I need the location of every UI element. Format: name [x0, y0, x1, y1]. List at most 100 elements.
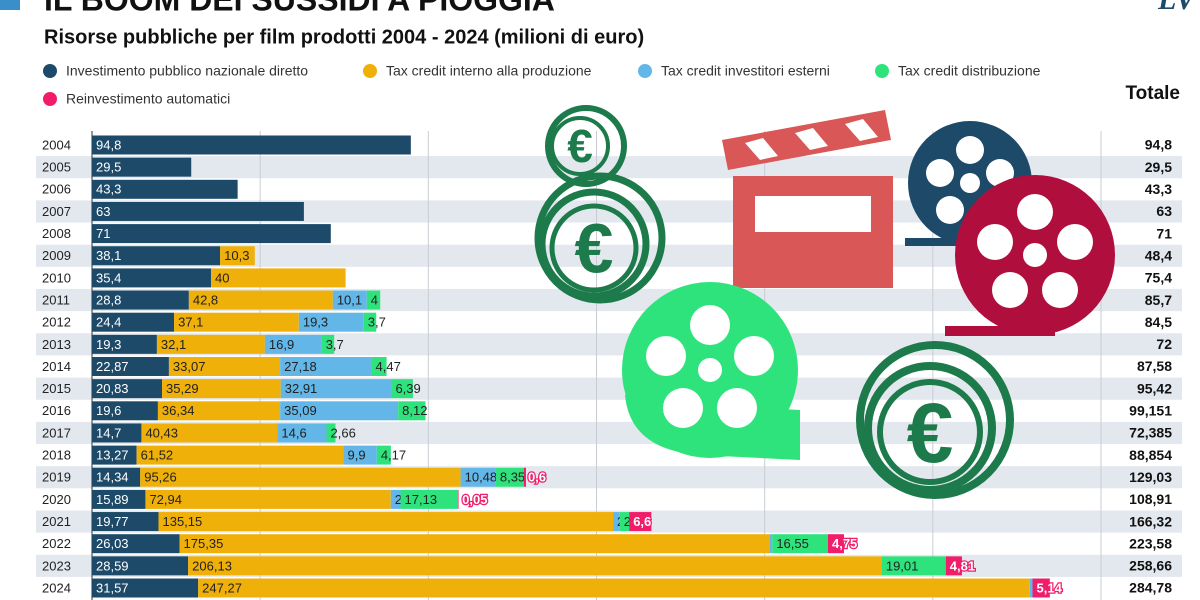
y-tick-label: 2023 — [42, 558, 71, 573]
bar-segment — [376, 445, 391, 465]
value-label: 42,8 — [193, 292, 218, 307]
bar-segment — [156, 334, 265, 354]
bar-segment — [400, 489, 459, 509]
value-label: 40,43 — [145, 425, 178, 440]
value-label: 24,4 — [96, 315, 121, 330]
legend-label: Tax credit investitori esterni — [661, 63, 830, 79]
value-label: 10,48 — [465, 470, 498, 485]
y-tick-label: 2017 — [42, 425, 71, 440]
value-label: 4,81 — [950, 558, 975, 573]
value-label: 15,89 — [96, 492, 129, 507]
value-label: 6,39 — [395, 381, 420, 396]
y-tick-label: 2024 — [42, 580, 71, 595]
total-label: 75,4 — [1145, 270, 1172, 286]
total-label: 63 — [1156, 203, 1172, 219]
euro-icon: € — [567, 120, 593, 172]
bar-segment — [92, 201, 304, 221]
total-label: 71 — [1156, 225, 1172, 241]
bar-segment — [140, 467, 461, 487]
y-tick-label: 2015 — [42, 381, 71, 396]
value-label: 175,35 — [184, 536, 224, 551]
bar-segment — [523, 467, 526, 487]
bar-segment — [619, 512, 630, 532]
value-label: 28,8 — [96, 292, 121, 307]
value-label: 40 — [215, 270, 229, 285]
total-label: 223,58 — [1129, 535, 1172, 551]
coin-small — [545, 105, 627, 187]
total-label: 87,58 — [1137, 358, 1172, 374]
value-label: 3,7 — [326, 337, 344, 352]
value-label: 32,91 — [285, 381, 318, 396]
value-label: 72,94 — [149, 492, 182, 507]
bar-segment — [92, 489, 146, 509]
value-label: 0,6 — [528, 470, 546, 485]
value-label: 8,12 — [402, 403, 427, 418]
bar-segment — [881, 556, 882, 576]
value-label: 19,3 — [303, 315, 328, 330]
coin-large — [856, 341, 1014, 499]
value-label: 43,3 — [96, 182, 121, 197]
bar-segment — [92, 268, 212, 288]
value-label: 37,1 — [178, 315, 203, 330]
bar-segment — [92, 246, 221, 266]
row-stripe — [36, 156, 1182, 179]
value-label: 19,3 — [96, 337, 121, 352]
value-label: 14,6 — [281, 425, 306, 440]
value-label: 9,9 — [348, 448, 366, 463]
bar-segment — [827, 534, 844, 554]
value-label: 19,6 — [96, 403, 121, 418]
bar-segment — [371, 357, 387, 376]
value-label: 13,27 — [96, 448, 129, 463]
bar-segment — [92, 467, 141, 487]
bar-segment — [211, 268, 346, 288]
bar-segment — [92, 379, 163, 399]
bar-segment — [280, 357, 372, 376]
bar-segment — [363, 312, 377, 332]
value-label: 35,29 — [166, 381, 199, 396]
legend-swatch — [638, 64, 652, 78]
bar-segment — [495, 467, 524, 487]
value-label: 16,55 — [776, 536, 809, 551]
y-tick-label: 2021 — [42, 514, 71, 529]
value-label: 35,4 — [96, 270, 121, 285]
y-tick-label: 2022 — [42, 536, 71, 551]
value-label: 26,03 — [96, 536, 129, 551]
value-label: 31,57 — [96, 580, 129, 595]
legend-label: Investimento pubblico nazionale diretto — [66, 63, 308, 79]
value-label: 206,13 — [192, 558, 232, 573]
bar-segment — [391, 379, 413, 399]
legend-swatch — [43, 92, 57, 106]
bar-segment — [136, 445, 344, 465]
value-label: 2,66 — [331, 425, 356, 440]
value-label: 20,83 — [96, 381, 129, 396]
total-label: 95,42 — [1137, 380, 1172, 396]
bar-segment — [398, 401, 426, 421]
total-label: 129,03 — [1129, 469, 1172, 485]
legend-swatch — [43, 64, 57, 78]
euro-icon: € — [907, 386, 954, 480]
bar-segment — [92, 312, 175, 332]
value-label: 8,35 — [500, 470, 525, 485]
value-label: 71 — [96, 226, 110, 241]
bar-segment — [458, 489, 459, 509]
bar-segment — [629, 512, 652, 532]
value-label: 29,5 — [96, 160, 121, 175]
value-label: 6,6 — [633, 514, 651, 529]
bar-segment — [92, 135, 411, 155]
value-label: 35,09 — [284, 403, 317, 418]
bar-segment — [92, 357, 169, 376]
legend-label: Tax credit interno alla produzione — [386, 63, 592, 79]
bar-segment — [162, 379, 281, 399]
bar-segment — [613, 512, 620, 532]
bar-segment — [179, 534, 770, 554]
bar-segment — [92, 290, 189, 310]
value-label: 10,1 — [337, 292, 362, 307]
value-label: 19,77 — [96, 514, 129, 529]
coin-medium — [534, 172, 666, 304]
bar-segment — [198, 578, 1030, 598]
total-label: 88,854 — [1129, 447, 1172, 463]
total-label: 99,151 — [1129, 403, 1172, 419]
y-tick-label: 2018 — [42, 448, 71, 463]
logo: LV — [1157, 0, 1198, 16]
euro-icon: € — [575, 209, 614, 287]
